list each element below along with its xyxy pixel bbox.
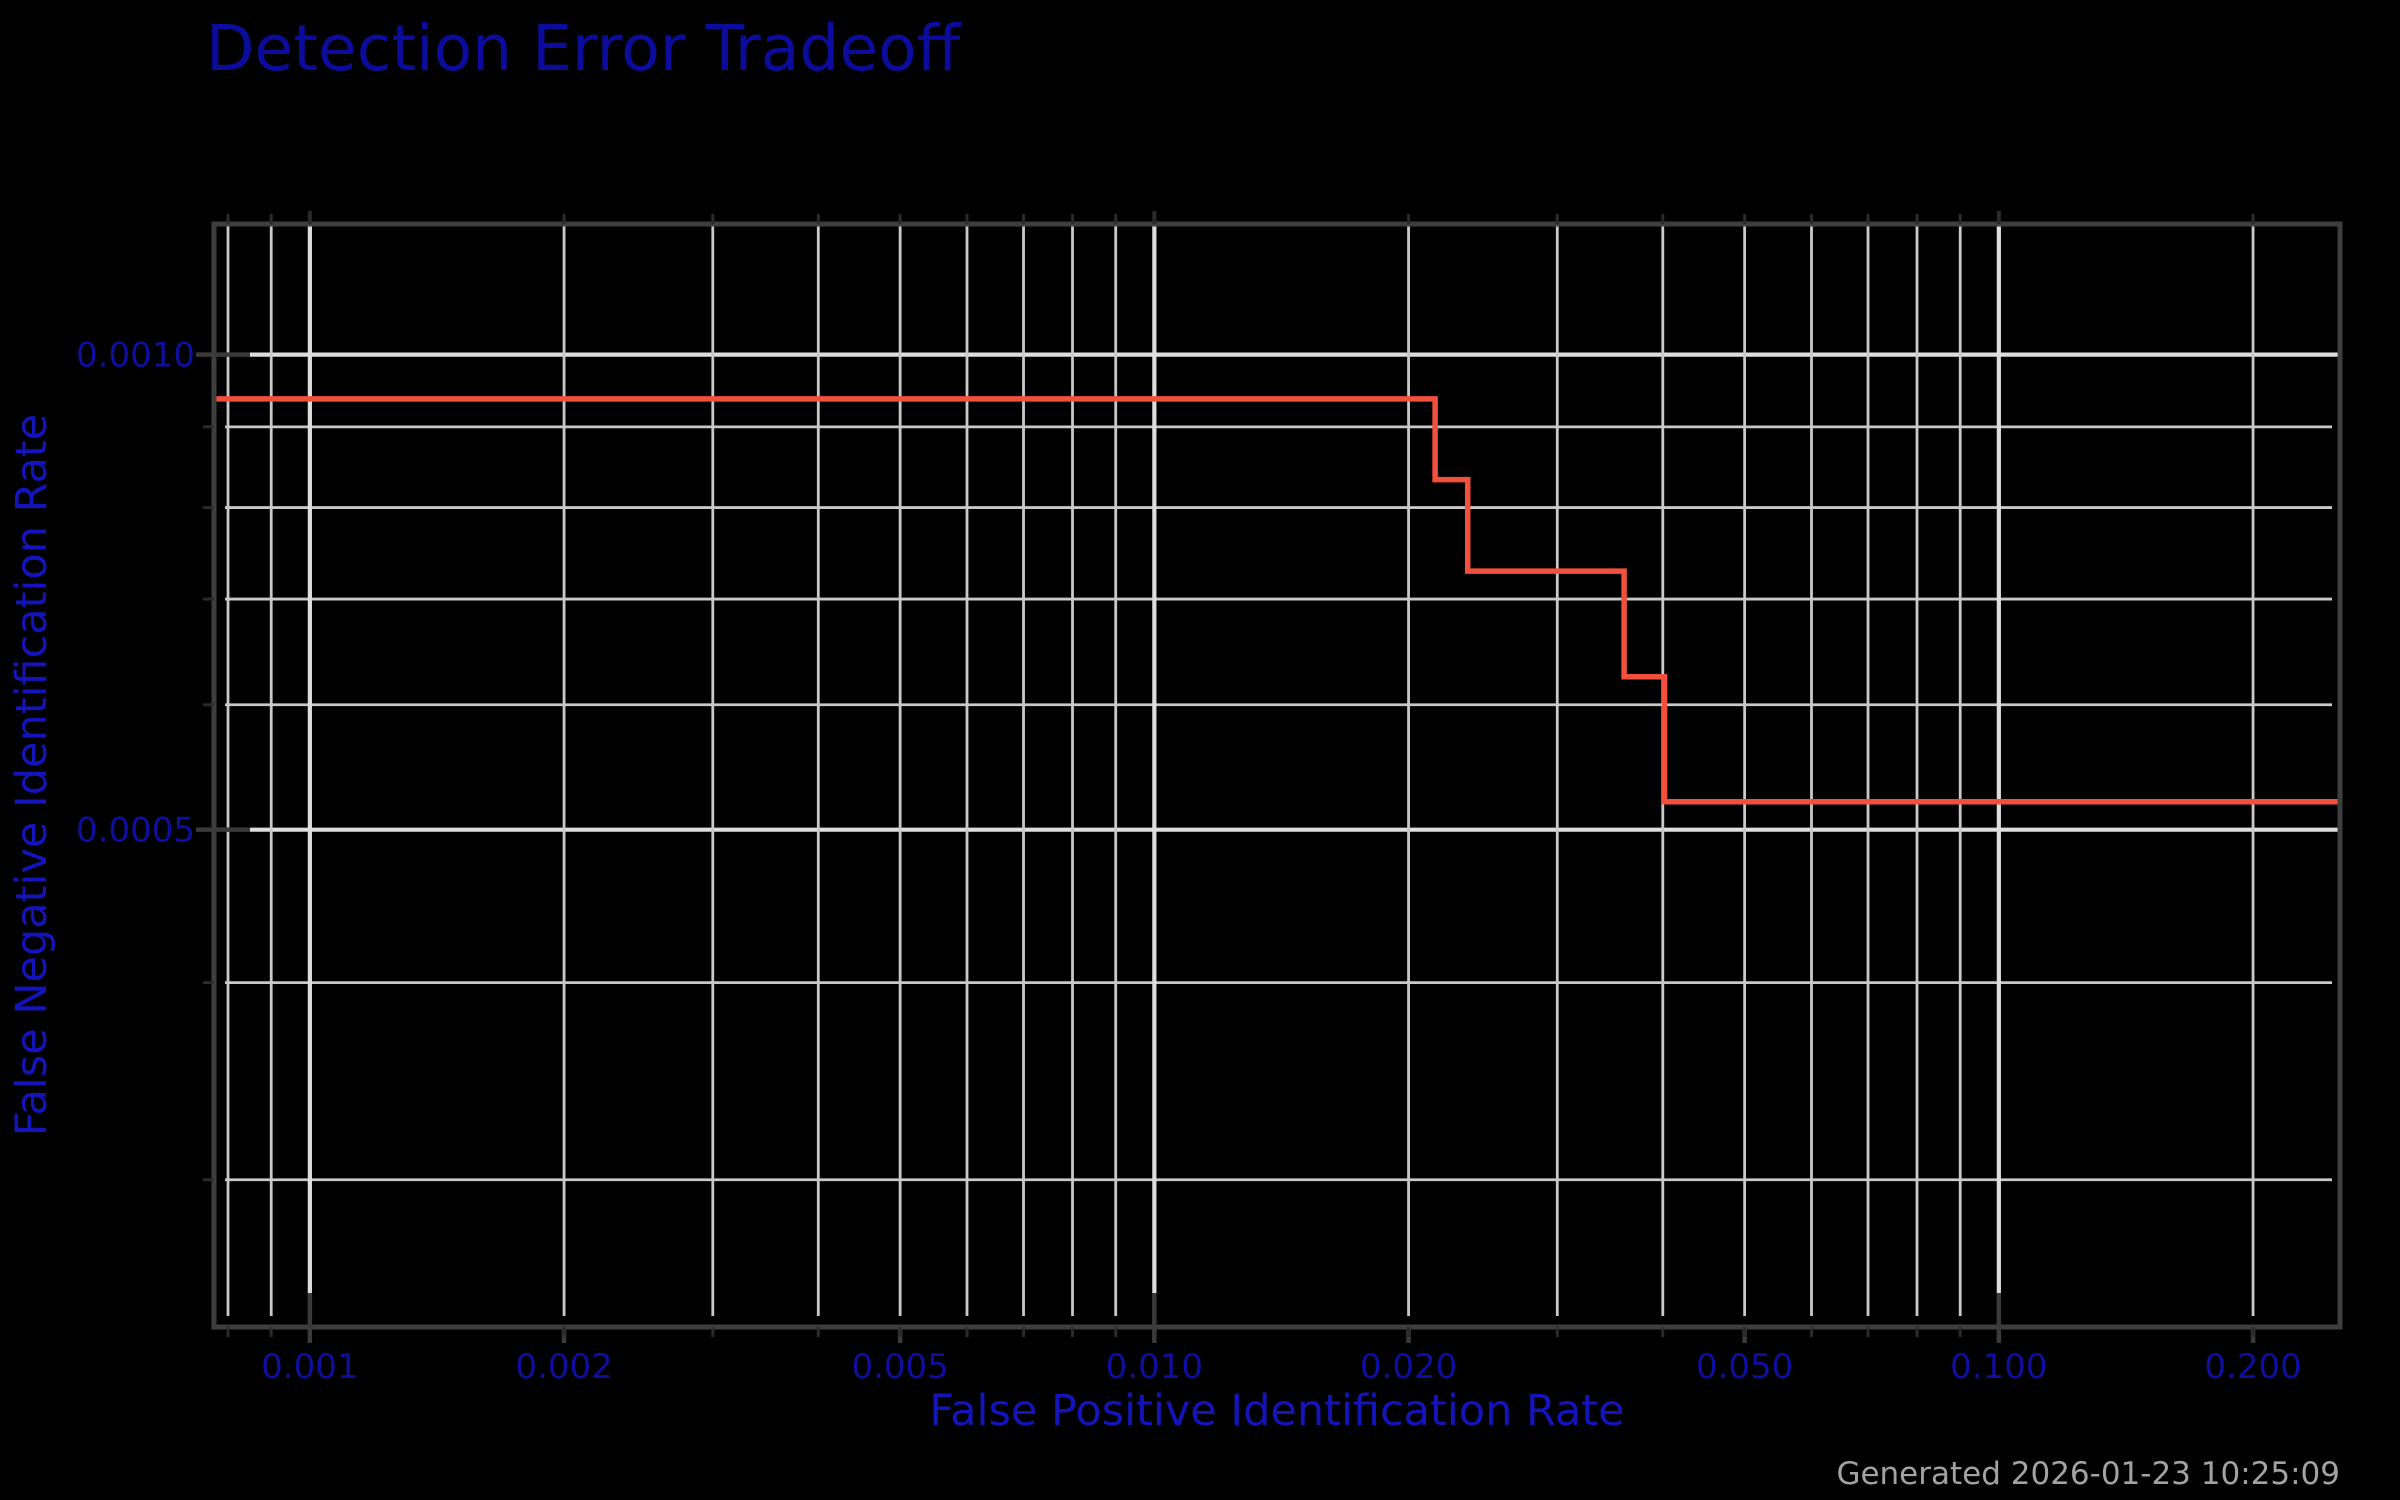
x-tick-label: 0.100 <box>1950 1347 2047 1387</box>
y-tick-label: 0.0010 <box>76 336 195 376</box>
y-axis-label: False Negative Identification Rate <box>7 413 57 1137</box>
x-tick-label: 0.020 <box>1360 1347 1457 1387</box>
x-tick-label: 0.001 <box>261 1347 358 1387</box>
chart-title: Detection Error Tradeoff <box>206 12 961 85</box>
axes-spines <box>211 221 2343 1330</box>
y-tick-label: 0.0005 <box>76 811 195 851</box>
x-tick-label: 0.002 <box>515 1347 612 1387</box>
generated-timestamp: Generated 2026-01-23 10:25:09 <box>1836 1456 2340 1492</box>
x-tick-label: 0.200 <box>2204 1347 2301 1387</box>
x-tick-label: 0.050 <box>1696 1347 1793 1387</box>
x-axis-label: False Positive Identification Rate <box>929 1386 1625 1436</box>
x-tick-label: 0.010 <box>1106 1347 1203 1387</box>
det-curve <box>214 396 2340 805</box>
x-tick-label: 0.005 <box>851 1347 948 1387</box>
